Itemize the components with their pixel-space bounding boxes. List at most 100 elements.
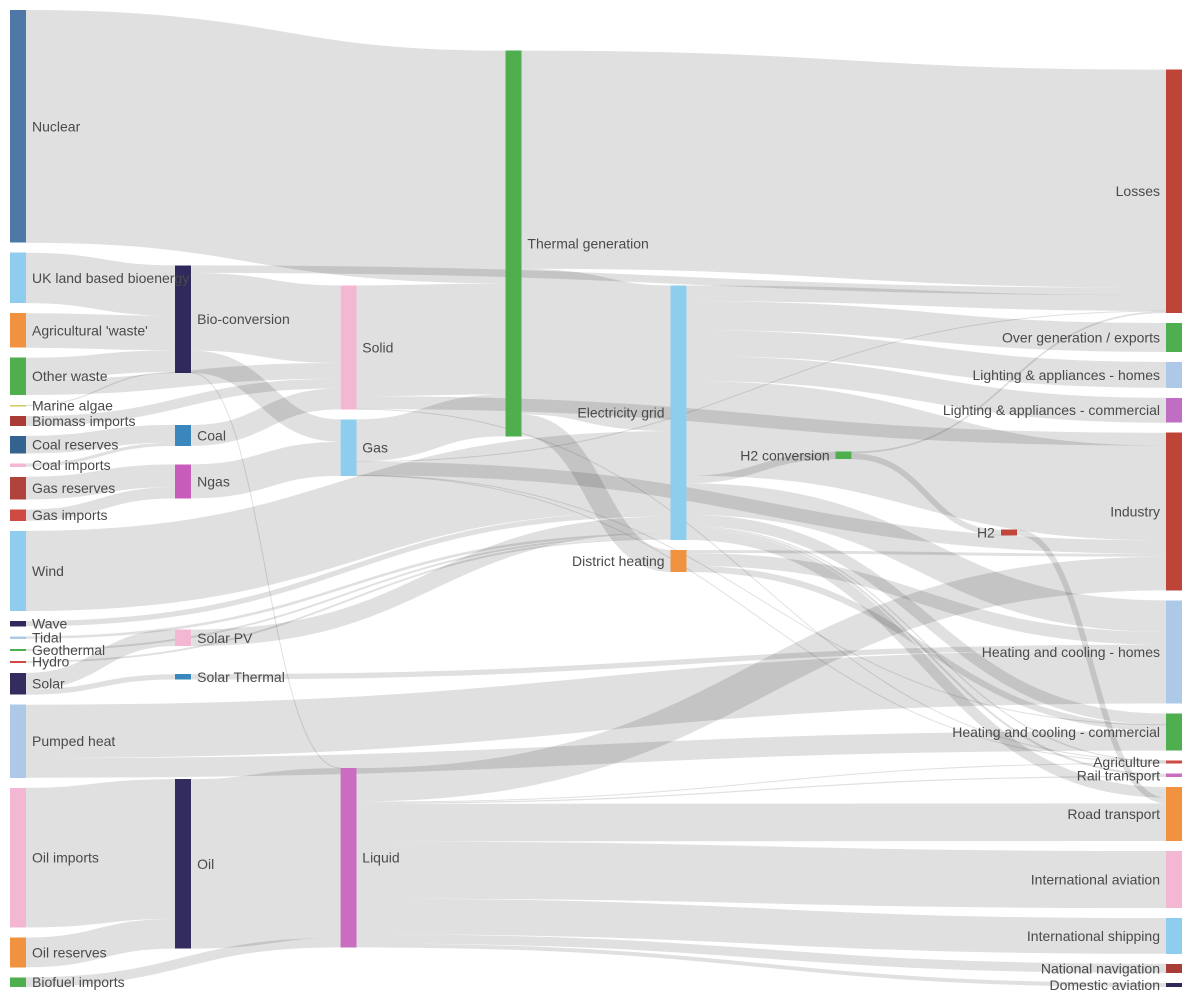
flow-other-waste-to-solid [25,363,341,395]
node-industry[interactable] [1166,432,1182,591]
node-geothermal[interactable] [10,648,26,651]
node-oil-imports[interactable] [10,787,26,928]
node-heating-and-cooling-homes[interactable] [1166,600,1182,704]
flow-gas-imports-to-ngas [25,487,176,521]
label-losses: Losses [1116,183,1160,199]
label-nuclear: Nuclear [32,118,81,134]
label-wave: Wave [32,616,67,632]
flow-thermal-generation-to-district-heating [520,414,672,572]
label-district-heating: District heating [572,553,665,569]
node-ngas[interactable] [175,464,192,499]
label-biofuel-imports: Biofuel imports [32,974,125,990]
label-geothermal: Geothermal [32,642,105,658]
node-tidal[interactable] [10,636,26,639]
flow-electricity-grid-to-industry [686,380,1167,541]
flow-electricity-grid-to-over-generation-exports [686,301,1167,352]
node-nuclear[interactable] [10,10,26,243]
node-hydro[interactable] [10,660,26,663]
node-solar-thermal[interactable] [175,674,192,680]
label-ngas: Ngas [197,473,230,489]
flow-electricity-grid-to-heating-and-cooling-homes [686,483,1167,632]
node-oil-reserves[interactable] [10,937,26,968]
label-h2: H2 [977,524,995,540]
node-oil[interactable] [175,779,192,949]
node-bio-conversion[interactable] [175,265,192,374]
node-international-shipping[interactable] [1166,918,1182,954]
flow-agricultural-waste-to-bio-conversion [25,313,176,351]
flow-bio-conversion-to-gas [190,350,341,442]
flow-nuclear-to-thermal-generation [25,9,506,284]
node-lighting-appliances-homes[interactable] [1166,361,1182,388]
node-h2[interactable] [1000,529,1017,536]
flow-district-heating-to-heating-and-cooling-commercial [686,565,1167,732]
flow-electricity-grid-to-lighting-appliances-commercial [686,356,1167,423]
node-national-navigation[interactable] [1166,963,1182,973]
node-agricultural-waste[interactable] [10,313,26,348]
flow-h2-conversion-to-h2 [851,453,1001,536]
label-solar: Solar [32,676,65,692]
label-lighting-appliances-commercial: Lighting & appliances - commercial [943,402,1160,418]
flow-tidal-to-electricity-grid [25,533,671,639]
node-solid[interactable] [340,285,357,410]
node-coal-reserves[interactable] [10,435,26,454]
label-coal-imports: Coal imports [32,457,111,473]
flow-solar-thermal-to-heating-and-cooling-homes [191,644,1167,680]
node-domestic-aviation[interactable] [1166,982,1182,987]
label-bio-conversion: Bio-conversion [197,311,290,327]
node-road-transport[interactable] [1166,787,1182,841]
node-international-aviation[interactable] [1166,850,1182,909]
flow-wind-to-electricity-grid [25,431,671,612]
node-over-generation-exports[interactable] [1166,322,1182,352]
label-thermal-generation: Thermal generation [527,235,648,251]
node-other-waste[interactable] [10,357,26,395]
label-heating-and-cooling-homes: Heating and cooling - homes [982,644,1160,660]
node-gas-reserves[interactable] [10,476,26,500]
label-agriculture: Agriculture [1093,754,1160,770]
flow-pumped-heat-to-heating-and-cooling-commercial [25,731,1167,778]
label-wind: Wind [32,563,64,579]
flow-thermal-generation-to-electricity-grid [520,268,672,432]
flow-gas-to-industry [356,461,1167,554]
flow-hydro-to-electricity-grid [25,537,671,663]
label-international-aviation: International aviation [1031,871,1160,887]
node-h2-conversion[interactable] [835,451,852,460]
node-district-heating[interactable] [670,550,687,572]
label-uk-land-based-bioenergy: UK land based bioenergy [32,270,189,286]
node-gas-imports[interactable] [10,509,26,521]
node-wind[interactable] [10,530,26,612]
node-rail-transport[interactable] [1166,773,1182,778]
node-electricity-grid[interactable] [670,285,687,541]
node-coal[interactable] [175,424,192,446]
node-uk-land-based-bioenergy[interactable] [10,252,26,304]
node-gas[interactable] [340,419,357,476]
flow-electricity-grid-to-h2-conversion [686,451,836,484]
node-solar[interactable] [10,672,26,695]
node-coal-imports[interactable] [10,463,26,467]
node-lighting-appliances-commercial[interactable] [1166,397,1182,423]
node-agriculture[interactable] [1166,760,1182,764]
flow-liquid-to-rail-transport [356,775,1167,804]
node-liquid[interactable] [340,768,357,948]
flow-thermal-generation-to-losses [521,50,1167,288]
flow-biofuel-imports-to-liquid [25,937,341,988]
node-biomass-imports[interactable] [10,416,26,426]
flow-solar-to-solar-pv [25,629,176,690]
node-heating-and-cooling-commercial[interactable] [1166,713,1182,751]
label-coal-reserves: Coal reserves [32,437,118,453]
node-losses[interactable] [1166,69,1182,313]
label-solar-pv: Solar PV [197,630,253,646]
flow-oil-imports-to-oil [25,779,176,928]
node-pumped-heat[interactable] [10,704,26,778]
label-road-transport: Road transport [1067,806,1160,822]
node-wave[interactable] [10,621,26,627]
flow-oil-to-liquid [190,768,342,949]
label-international-shipping: International shipping [1027,928,1160,944]
node-marine-algae[interactable] [10,404,26,407]
node-solar-pv[interactable] [175,629,192,647]
label-gas-reserves: Gas reserves [32,480,115,496]
node-thermal-generation[interactable] [505,50,522,437]
node-biofuel-imports[interactable] [10,977,26,987]
label-tidal: Tidal [32,629,62,645]
flow-coal-to-solid [190,388,341,446]
